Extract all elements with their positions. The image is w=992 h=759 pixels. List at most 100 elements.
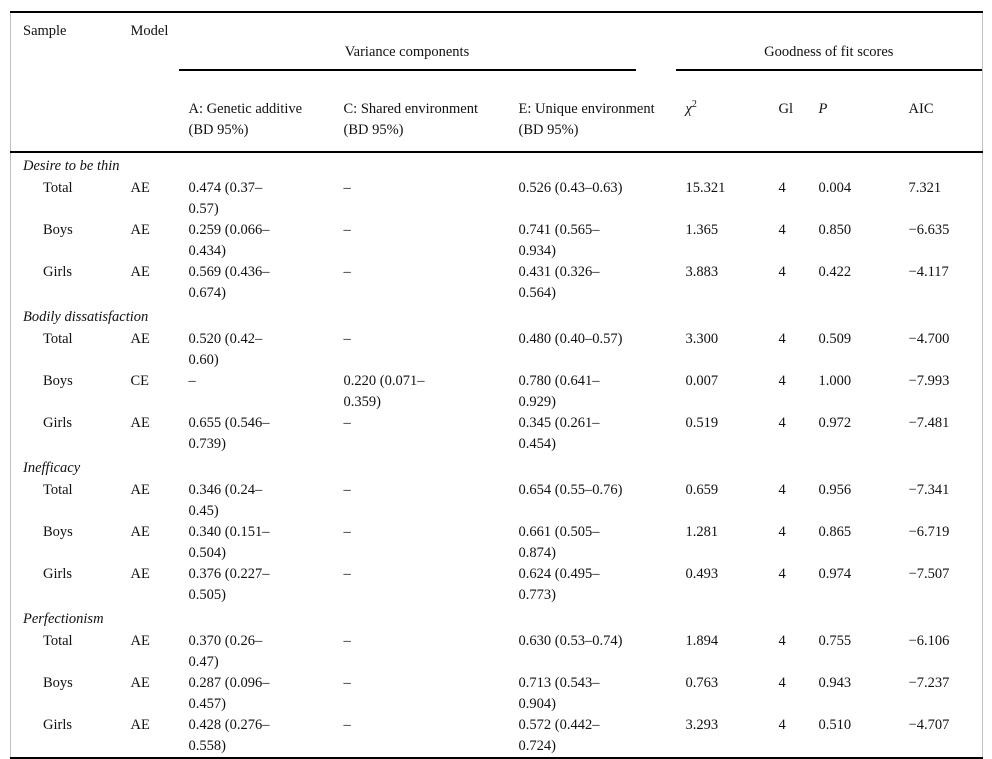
cell-gl: 4	[778, 633, 786, 649]
cell-chi2: 3.300	[685, 331, 719, 347]
cell-gl: 4	[778, 524, 786, 540]
cell-p: 0.510	[818, 717, 852, 733]
table-row: Total AE 0.520 (0.42– 0.60) – 0.480 (0.40–0.…	[11, 329, 983, 371]
cell-a: 0.474 (0.37– 0.57)	[188, 180, 263, 217]
cell-model: AE	[130, 633, 150, 649]
cell-chi2: 0.493	[685, 566, 719, 582]
cell-chi2: 0.763	[685, 675, 719, 691]
cell-p: 0.004	[818, 180, 852, 196]
cell-e: 0.741 (0.565– 0.934)	[518, 222, 600, 259]
cell-chi2: 15.321	[685, 180, 726, 196]
cell-sample: Boys	[43, 222, 73, 238]
cell-model: AE	[130, 524, 150, 540]
cell-e: 0.780 (0.641– 0.929)	[518, 373, 600, 410]
cell-sample: Boys	[43, 675, 73, 691]
header-goodness-of-fit: Goodness of fit scores	[675, 12, 983, 92]
cell-a: 0.346 (0.24– 0.45)	[188, 482, 263, 519]
header-aic: AIC	[898, 92, 983, 153]
table-header: Sample Model Variance components Goodnes…	[10, 12, 983, 153]
cell-a: 0.655 (0.546– 0.739)	[188, 415, 270, 452]
cell-e: 0.630 (0.53–0.74)	[518, 633, 623, 649]
table-row: Girls AE 0.428 (0.276– 0.558) – 0.572 (0.442…	[11, 715, 983, 758]
cell-a: 0.370 (0.26– 0.47)	[188, 633, 263, 670]
cell-p: 0.865	[818, 524, 852, 540]
cell-p: 0.974	[818, 566, 852, 582]
cell-aic: −7.237	[908, 675, 950, 691]
cell-sample: Boys	[43, 373, 73, 389]
cell-aic: −6.719	[908, 524, 950, 540]
cell-aic: −7.341	[908, 482, 950, 498]
cell-gl: 4	[778, 264, 786, 280]
header-p-value: P	[808, 92, 899, 153]
cell-chi2: 1.894	[685, 633, 719, 649]
cell-a: 0.520 (0.42– 0.60)	[188, 331, 263, 368]
header-sample: Sample	[10, 12, 121, 153]
variance-components-label: Variance components	[178, 42, 636, 71]
cell-sample: Total	[43, 180, 73, 196]
cell-e: 0.431 (0.326– 0.564)	[518, 264, 600, 301]
cell-e: 0.572 (0.442– 0.724)	[518, 717, 600, 754]
results-table-container: Sample Model Variance components Goodnes…	[10, 11, 984, 759]
cell-c: 0.220 (0.071– 0.359)	[343, 373, 425, 410]
table-row: Girls AE 0.376 (0.227– 0.505) – 0.624 (0.495…	[11, 564, 983, 606]
cell-gl: 4	[778, 482, 786, 498]
cell-sample: Girls	[43, 566, 72, 582]
table-row: Total AE 0.474 (0.37– 0.57) – 0.526 (0.43–0.…	[11, 178, 983, 220]
cell-c: –	[343, 264, 351, 280]
cell-gl: 4	[778, 675, 786, 691]
cell-gl: 4	[778, 717, 786, 733]
cell-aic: −6.106	[908, 633, 950, 649]
cell-a: 0.569 (0.436– 0.674)	[188, 264, 270, 301]
cell-sample: Girls	[43, 717, 72, 733]
cell-sample: Total	[43, 482, 73, 498]
cell-e: 0.624 (0.495– 0.773)	[518, 566, 600, 603]
cell-aic: 7.321	[908, 180, 942, 196]
cell-e: 0.713 (0.543– 0.904)	[518, 675, 600, 712]
cell-e: 0.661 (0.505– 0.874)	[518, 524, 600, 561]
header-e-unique-environment: E: Unique environment (BD 95%)	[508, 92, 676, 153]
results-table: Sample Model Variance components Goodnes…	[10, 11, 984, 759]
cell-aic: −6.635	[908, 222, 950, 238]
cell-e: 0.526 (0.43–0.63)	[518, 180, 623, 196]
cell-sample: Total	[43, 331, 73, 347]
section-row: Perfectionism	[11, 606, 983, 631]
cell-a: 0.287 (0.096– 0.457)	[188, 675, 270, 712]
cell-chi2: 1.281	[685, 524, 719, 540]
cell-c: –	[343, 717, 351, 733]
header-gl: Gl	[768, 92, 809, 153]
cell-e: 0.345 (0.261– 0.454)	[518, 415, 600, 452]
cell-sample: Boys	[43, 524, 73, 540]
cell-p: 0.509	[818, 331, 852, 347]
cell-c: –	[343, 331, 351, 347]
cell-chi2: 1.365	[685, 222, 719, 238]
cell-gl: 4	[778, 222, 786, 238]
section-row: Desire to be thin	[11, 152, 983, 178]
section-title: Inefficacy	[23, 460, 81, 476]
cell-model: AE	[130, 717, 150, 733]
cell-p: 0.755	[818, 633, 852, 649]
cell-a: 0.428 (0.276– 0.558)	[188, 717, 270, 754]
cell-model: AE	[130, 566, 150, 582]
header-model: Model	[120, 12, 179, 153]
cell-e: 0.480 (0.40–0.57)	[518, 331, 623, 347]
cell-aic: −7.993	[908, 373, 950, 389]
header-variance-components: Variance components	[178, 12, 676, 92]
chi-symbol: χ	[685, 101, 692, 117]
cell-gl: 4	[778, 331, 786, 347]
table-row: Boys AE 0.259 (0.066– 0.434) – 0.741 (0.565–…	[11, 220, 983, 262]
cell-c: –	[343, 633, 351, 649]
cell-p: 0.972	[818, 415, 852, 431]
table-row: Boys AE 0.287 (0.096– 0.457) – 0.713 (0.543–…	[11, 673, 983, 715]
cell-gl: 4	[778, 566, 786, 582]
cell-p: 0.422	[818, 264, 852, 280]
cell-p: 0.850	[818, 222, 852, 238]
cell-chi2: 0.519	[685, 415, 719, 431]
cell-model: AE	[130, 264, 150, 280]
cell-aic: −4.117	[908, 264, 949, 280]
cell-c: –	[343, 222, 351, 238]
table-row: Boys CE – 0.220 (0.071– 0.359) 0.780 (0.641–…	[11, 371, 983, 413]
cell-model: CE	[130, 373, 150, 389]
cell-c: –	[343, 482, 351, 498]
cell-p: 0.956	[818, 482, 852, 498]
cell-gl: 4	[778, 180, 786, 196]
